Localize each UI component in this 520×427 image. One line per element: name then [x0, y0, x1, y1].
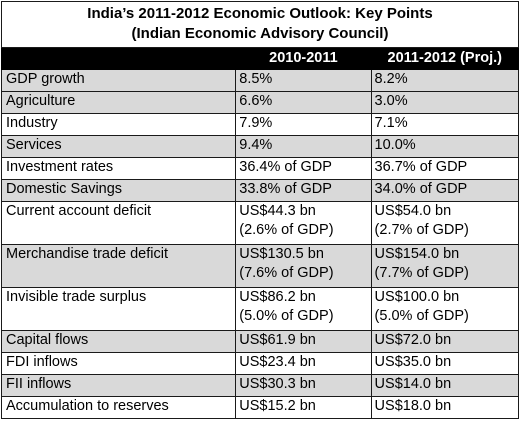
- cell-2010-2011: 8.5%: [235, 69, 372, 92]
- cell-2010-2011: US$86.2 bn (5.0% of GDP): [235, 287, 372, 331]
- cell-2010-2011: US$130.5 bn (7.6% of GDP): [235, 244, 372, 288]
- cell-value-line: (5.0% of GDP): [239, 308, 334, 324]
- outlook-table-container: India’s 2011-2012 Economic Outlook: Key …: [0, 1, 520, 419]
- cell-value-line: (7.7% of GDP): [374, 265, 469, 281]
- cell-value-line: US$86.2 bn: [239, 289, 316, 305]
- cell-2011-2012: 10.0%: [370, 135, 520, 158]
- cell-2011-2012: US$35.0 bn: [370, 352, 520, 375]
- table-body: GDP growth 8.5% 8.2% Agriculture 6.6% 3.0% Ind…: [0, 69, 520, 419]
- table-row: FII inflows US$30.3 bn US$14.0 bn: [0, 374, 520, 397]
- table-row: Investment rates 36.4% of GDP 36.7% of GDP: [0, 157, 520, 180]
- cell-2011-2012: 3.0%: [370, 91, 520, 114]
- cell-value-line: US$54.0 bn: [374, 203, 452, 219]
- cell-2011-2012: US$14.0 bn: [370, 374, 520, 397]
- cell-value-line: (2.7% of GDP): [374, 222, 469, 238]
- table-row: Services 9.4% 10.0%: [0, 135, 520, 158]
- cell-2010-2011: US$61.9 bn: [235, 330, 372, 353]
- cell-value-line: US$30.3 bn: [239, 376, 316, 392]
- row-label: FDI inflows: [0, 352, 237, 375]
- row-label: Accumulation to reserves: [0, 396, 237, 419]
- table-title: India’s 2011-2012 Economic Outlook: Key …: [1, 1, 519, 48]
- cell-value-line: 7.9%: [239, 115, 273, 131]
- table-row: Industry 7.9% 7.1%: [0, 113, 520, 136]
- cell-value-line: US$130.5 bn: [239, 246, 324, 262]
- table-row: Merchandise trade deficit US$130.5 bn (7.6…: [0, 244, 520, 288]
- cell-value-line: US$23.4 bn: [239, 354, 316, 370]
- row-label: Agriculture: [0, 91, 237, 114]
- cell-value-line: (2.6% of GDP): [239, 222, 334, 238]
- cell-value-line: 10.0%: [374, 137, 416, 153]
- cell-value-line: (7.6% of GDP): [239, 265, 334, 281]
- table-row: Agriculture 6.6% 3.0%: [0, 91, 520, 114]
- table-row: FDI inflows US$23.4 bn US$35.0 bn: [0, 352, 520, 375]
- row-label: Industry: [0, 113, 237, 136]
- cell-value-line: 3.0%: [374, 93, 408, 109]
- table-row: Invisible trade surplus US$86.2 bn (5.0% o…: [0, 287, 520, 331]
- column-header-2010-2011: 2010-2011: [235, 47, 372, 70]
- cell-value-line: 8.5%: [239, 71, 273, 87]
- cell-2011-2012: US$154.0 bn (7.7% of GDP): [370, 244, 520, 288]
- cell-2010-2011: US$15.2 bn: [235, 396, 372, 419]
- cell-2010-2011: US$44.3 bn (2.6% of GDP): [235, 201, 372, 245]
- cell-value-line: US$44.3 bn: [239, 203, 316, 219]
- cell-value-line: (5.0% of GDP): [374, 308, 469, 324]
- economic-outlook-table: India’s 2011-2012 Economic Outlook: Key …: [0, 1, 520, 419]
- cell-value-line: US$18.0 bn: [374, 398, 452, 414]
- cell-value-line: 33.8% of GDP: [239, 181, 332, 197]
- cell-2010-2011: US$23.4 bn: [235, 352, 372, 375]
- cell-value-line: US$14.0 bn: [374, 376, 452, 392]
- row-label: Domestic Savings: [0, 179, 237, 202]
- cell-value-line: 7.1%: [374, 115, 408, 131]
- row-label: FII inflows: [0, 374, 237, 397]
- cell-2010-2011: 9.4%: [235, 135, 372, 158]
- table-row: Domestic Savings 33.8% of GDP 34.0% of GDP: [0, 179, 520, 202]
- table-row: Current account deficit US$44.3 bn (2.6% o…: [0, 201, 520, 245]
- cell-2010-2011: 33.8% of GDP: [235, 179, 372, 202]
- cell-2010-2011: 7.9%: [235, 113, 372, 136]
- cell-value-line: 9.4%: [239, 137, 273, 153]
- cell-value-line: 6.6%: [239, 93, 273, 109]
- column-header-2011-2012: 2011-2012 (Proj.): [370, 47, 520, 70]
- cell-2011-2012: US$54.0 bn (2.7% of GDP): [370, 201, 520, 245]
- cell-2011-2012: US$18.0 bn: [370, 396, 520, 419]
- cell-value-line: 8.2%: [374, 71, 408, 87]
- cell-2010-2011: 6.6%: [235, 91, 372, 114]
- cell-value-line: US$154.0 bn: [374, 246, 460, 262]
- cell-2011-2012: US$100.0 bn (5.0% of GDP): [370, 287, 520, 331]
- row-label: Services: [0, 135, 237, 158]
- cell-value-line: US$61.9 bn: [239, 332, 316, 348]
- cell-2011-2012: 34.0% of GDP: [370, 179, 520, 202]
- table-row: GDP growth 8.5% 8.2%: [0, 69, 520, 92]
- table-row: Accumulation to reserves US$15.2 bn US$18.…: [0, 396, 520, 419]
- cell-2010-2011: US$30.3 bn: [235, 374, 372, 397]
- cell-value-line: US$15.2 bn: [239, 398, 316, 414]
- cell-value-line: 36.7% of GDP: [374, 159, 468, 175]
- row-label: Merchandise trade deficit: [0, 244, 237, 288]
- cell-value-line: US$72.0 bn: [374, 332, 452, 348]
- row-label: Current account deficit: [0, 201, 237, 245]
- cell-2011-2012: 8.2%: [370, 69, 520, 92]
- table-row: Capital flows US$61.9 bn US$72.0 bn: [0, 330, 520, 353]
- cell-value-line: US$100.0 bn: [374, 289, 460, 305]
- cell-2011-2012: US$72.0 bn: [370, 330, 520, 353]
- cell-2010-2011: 36.4% of GDP: [235, 157, 372, 180]
- row-label: GDP growth: [0, 69, 237, 92]
- cell-2011-2012: 36.7% of GDP: [370, 157, 520, 180]
- row-label: Invisible trade surplus: [0, 287, 237, 331]
- row-label: Investment rates: [0, 157, 237, 180]
- column-header-row: 2010-2011 2011-2012 (Proj.): [0, 47, 520, 70]
- cell-value-line: 34.0% of GDP: [374, 181, 468, 197]
- cell-2011-2012: 7.1%: [370, 113, 520, 136]
- column-header-label: [0, 47, 237, 70]
- cell-value-line: US$35.0 bn: [374, 354, 452, 370]
- table-title-line-1: India’s 2011-2012 Economic Outlook: Key …: [87, 5, 433, 22]
- table-title-line-2: (Indian Economic Advisory Council): [131, 25, 389, 42]
- row-label: Capital flows: [0, 330, 237, 353]
- cell-value-line: 36.4% of GDP: [239, 159, 332, 175]
